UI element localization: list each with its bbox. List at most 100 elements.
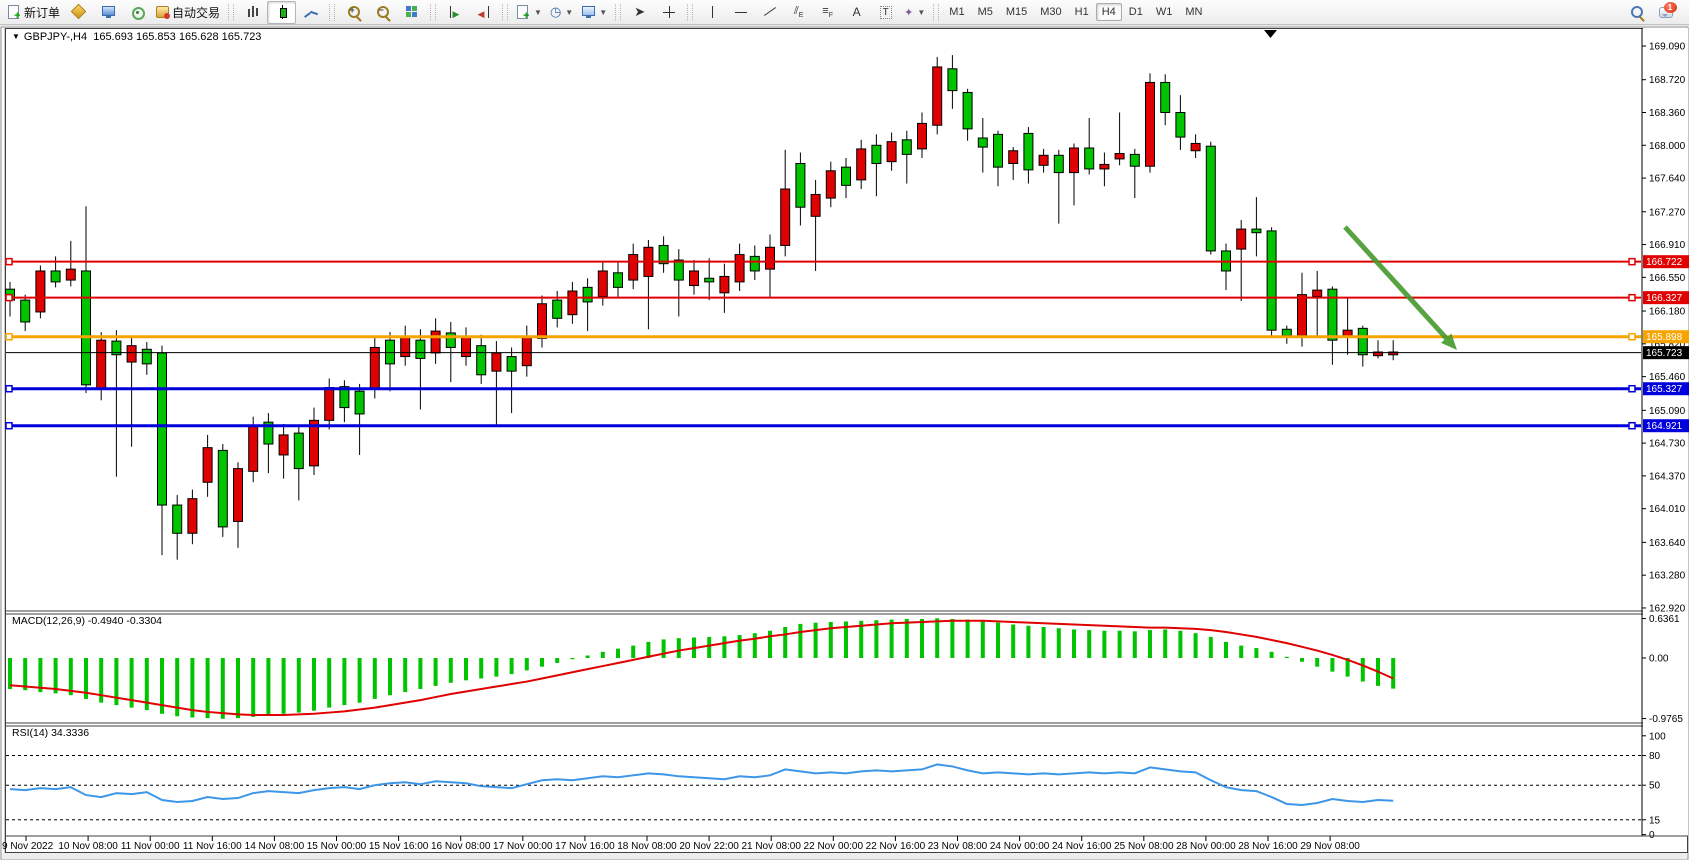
timeframe-button-mn[interactable]: MN [1185, 6, 1203, 18]
svg-text:169.090: 169.090 [1649, 42, 1686, 53]
monitor-icon [101, 5, 115, 19]
indicators-button[interactable]: + ▼ [512, 1, 546, 24]
timeframe-button-w1[interactable]: W1 [1155, 6, 1173, 18]
rsi-indicator-label: RSI(14) 34.3336 [12, 727, 90, 739]
svg-text:28 Nov 00:00: 28 Nov 00:00 [1176, 841, 1236, 852]
svg-text:165.723: 165.723 [1646, 348, 1683, 359]
svg-text:14 Nov 08:00: 14 Nov 08:00 [245, 841, 305, 852]
hline-164.921[interactable] [5, 421, 1641, 430]
auto-trading-button[interactable]: 自动交易 [151, 1, 224, 24]
main-toolbar: + 新订单 自动交易 + − ▶ ◀ + ▼ ◷ ▼ ▼ ➤ ⫽E ≡F A T ✦… [0, 0, 1689, 25]
cursor-button[interactable]: ➤ [625, 1, 654, 24]
chevron-down-icon: ▼ [565, 7, 574, 17]
chart-shift-button[interactable]: ◀ [469, 1, 498, 24]
svg-text:22 Nov 00:00: 22 Nov 00:00 [804, 841, 864, 852]
zoom-out-icon: − [376, 5, 390, 19]
svg-text:166.327: 166.327 [1646, 293, 1683, 304]
svg-text:50: 50 [1649, 781, 1661, 792]
indicators-icon: + [516, 5, 530, 22]
channel-button[interactable]: ⫽E [784, 1, 813, 24]
price-tag-165.723: 165.723 [1643, 346, 1689, 360]
svg-text:164.921: 164.921 [1646, 421, 1683, 432]
shift-marker-icon[interactable] [1264, 30, 1277, 38]
hline-166.327[interactable] [5, 293, 1641, 302]
svg-text:15 Nov 16:00: 15 Nov 16:00 [369, 841, 429, 852]
toolbar-grip [687, 3, 694, 21]
svg-text:-0.9765: -0.9765 [1649, 714, 1683, 725]
fibonacci-button[interactable]: ≡F [813, 1, 842, 24]
templates-button[interactable]: ▼ [577, 1, 611, 24]
candlestick-chart-button[interactable] [267, 0, 297, 24]
svg-text:17 Nov 00:00: 17 Nov 00:00 [493, 841, 553, 852]
tile-windows-icon [405, 5, 419, 19]
svg-text:11 Nov 16:00: 11 Nov 16:00 [183, 841, 242, 852]
text-label-button[interactable]: T [871, 1, 900, 24]
timeframe-button-h1[interactable]: H1 [1074, 6, 1089, 18]
bar-chart-icon [246, 5, 260, 19]
svg-text:24 Nov 16:00: 24 Nov 16:00 [1052, 841, 1112, 852]
tile-windows-button[interactable] [397, 1, 426, 24]
auto-scroll-button[interactable]: ▶ [440, 1, 469, 24]
svg-text:163.640: 163.640 [1649, 538, 1686, 549]
search-button[interactable] [1622, 1, 1651, 24]
collapse-triangle-icon[interactable]: ▼ [12, 32, 20, 41]
svg-text:166.910: 166.910 [1649, 240, 1686, 251]
crosshair-button[interactable] [654, 1, 683, 24]
crosshair-icon [662, 5, 676, 19]
community-button[interactable] [64, 1, 93, 24]
diamond-icon [70, 3, 86, 20]
candles [5, 55, 1399, 560]
text-button[interactable]: A [842, 1, 871, 24]
chat-button[interactable]: 1 [1651, 1, 1680, 24]
toolbar-grip [933, 3, 940, 21]
trendline-button[interactable] [755, 1, 784, 24]
zoom-in-button[interactable]: + [339, 1, 368, 24]
periods-button[interactable]: ◷ ▼ [546, 1, 577, 24]
svg-text:166.550: 166.550 [1649, 273, 1686, 284]
arrows-icon: ✦ [904, 6, 914, 19]
hline-165.327[interactable] [5, 384, 1641, 393]
svg-text:24 Nov 00:00: 24 Nov 00:00 [990, 841, 1050, 852]
hline-166.722[interactable] [5, 257, 1641, 266]
toolbar-grip [615, 3, 622, 21]
svg-text:165.090: 165.090 [1649, 406, 1686, 417]
new-order-button[interactable]: + 新订单 [3, 1, 64, 24]
zoom-out-button[interactable]: − [368, 1, 397, 24]
timeframe-button-m5[interactable]: M5 [977, 6, 993, 18]
text-icon: A [852, 5, 861, 19]
timeframe-button-m15[interactable]: M15 [1005, 6, 1028, 18]
candlestick-chart-icon [275, 5, 289, 19]
timeframe-button-d1[interactable]: D1 [1128, 6, 1143, 18]
svg-text:15: 15 [1649, 815, 1661, 826]
terminal-button[interactable] [93, 1, 122, 24]
timeframe-group: M1 M5 M15 M30 H1 H4 D1 W1 MN [943, 3, 1208, 21]
vertical-line-button[interactable] [697, 1, 726, 24]
macd-indicator-label: MACD(12,26,9) -0.4940 -0.3304 [12, 615, 162, 627]
trend-arrow[interactable] [1343, 225, 1457, 350]
time-axis[interactable]: 9 Nov 2022 10 Nov 08:00 11 Nov 00:00 11 Nov… [2, 835, 1688, 859]
svg-text:168.720: 168.720 [1649, 75, 1686, 86]
line-chart-button[interactable] [296, 1, 325, 24]
bar-chart-button[interactable] [238, 1, 267, 24]
vertical-line-icon [705, 5, 719, 19]
notification-badge: 1 [1663, 2, 1677, 13]
svg-text:29 Nov 08:00: 29 Nov 08:00 [1300, 841, 1360, 852]
price-axis[interactable]: 169.090 168.720 168.360 168.000 167.640 167.2… [1641, 28, 1688, 841]
timeframe-button-m1[interactable]: M1 [949, 6, 965, 18]
timeframe-button-h4[interactable]: H4 [1095, 3, 1122, 21]
svg-text:0.6361: 0.6361 [1649, 614, 1680, 625]
chart-title: ▼ GBPJPY-,H4 165.693 165.853 165.628 165.… [12, 31, 261, 43]
auto-scroll-icon: ▶ [448, 5, 462, 19]
svg-text:25 Nov 08:00: 25 Nov 08:00 [1114, 841, 1174, 852]
signals-button[interactable] [122, 1, 151, 24]
chart-title-text: GBPJPY-,H4 165.693 165.853 165.628 165.7… [23, 31, 262, 43]
svg-text:15 Nov 00:00: 15 Nov 00:00 [307, 841, 367, 852]
svg-text:16 Nov 08:00: 16 Nov 08:00 [431, 841, 491, 852]
timeframe-button-m30[interactable]: M30 [1040, 6, 1062, 18]
arrows-button[interactable]: ✦ ▼ [900, 1, 929, 24]
horizontal-line-button[interactable] [726, 1, 755, 24]
hline-165.898[interactable] [5, 332, 1641, 341]
chart-shift-icon: ◀ [477, 5, 491, 19]
svg-text:163.280: 163.280 [1649, 571, 1686, 582]
